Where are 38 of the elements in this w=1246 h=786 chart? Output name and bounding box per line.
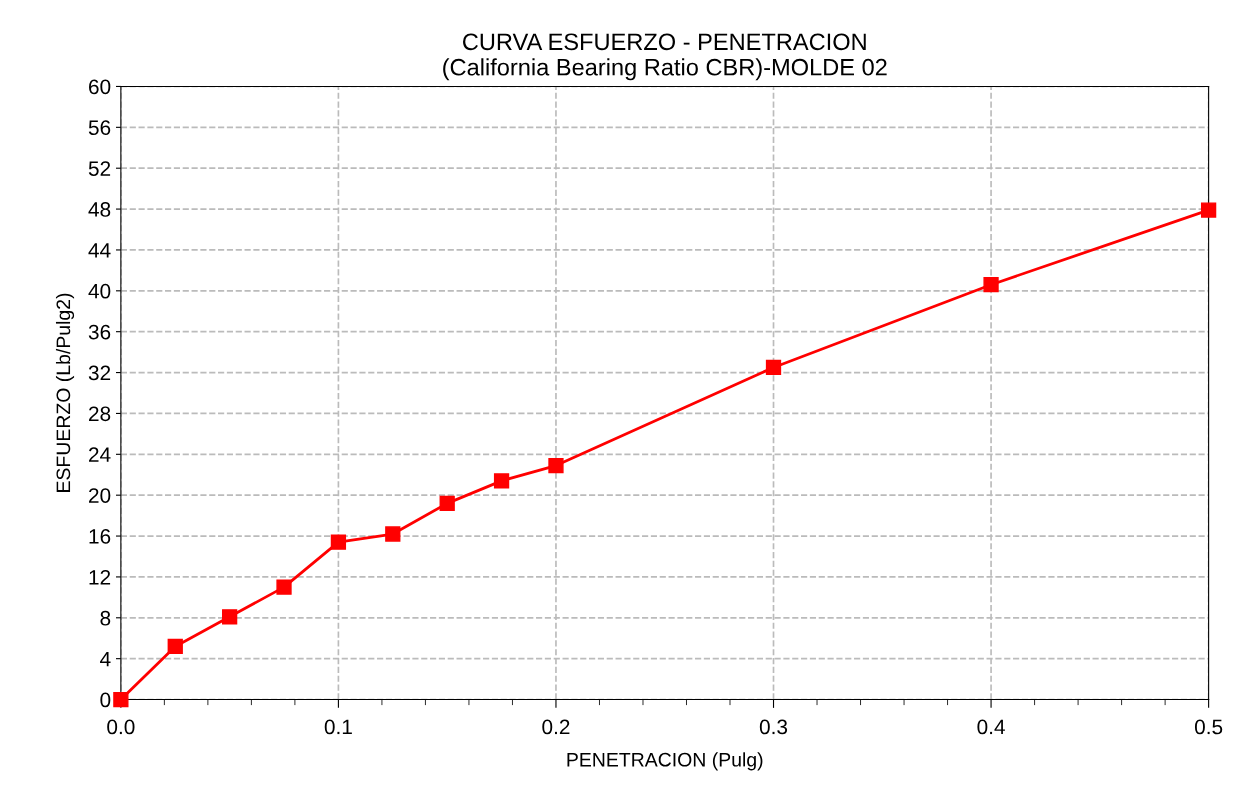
x-axis-title: PENETRACION (Pulg): [567, 752, 763, 771]
point: [167, 638, 183, 655]
point: [113, 691, 129, 708]
point: [548, 457, 564, 474]
point: [276, 579, 292, 595]
y-tick-label: 20: [89, 488, 111, 503]
point: [983, 277, 999, 293]
x-tick-label: 0.1: [324, 719, 352, 735]
chart-title: CURVA ESFUERZO - PENETRACION: [463, 33, 866, 51]
y-tick-label: 44: [88, 243, 111, 258]
y-tick-label: 0: [100, 692, 111, 708]
point: [385, 526, 401, 542]
y-tick-label: 16: [89, 529, 111, 544]
point: [221, 609, 238, 625]
point: [330, 534, 347, 550]
y-tick-label: 56: [88, 120, 111, 136]
y-tick-label: 48: [88, 202, 111, 217]
point: [1200, 202, 1217, 218]
y-tick-label: 28: [89, 406, 111, 422]
x-tick-label: 0.5: [1194, 719, 1223, 735]
y-tick-label: 60: [89, 79, 111, 95]
y-tick-label: 36: [88, 324, 111, 340]
y-tick-label: 8: [100, 610, 111, 626]
y-tick-label: 52: [88, 161, 111, 176]
y-tick-label: 32: [88, 365, 111, 381]
x-tick-label: 0.2: [542, 719, 570, 735]
point: [439, 495, 455, 511]
point: [493, 473, 510, 489]
y-tick-label: 12: [89, 569, 111, 585]
x-tick-label: 0.0: [107, 719, 135, 735]
x-tick-label: 0.3: [759, 719, 788, 735]
y-tick-label: 4: [100, 651, 111, 667]
chart-subtitle: (California Bearing Ratio CBR)-MOLDE 02: [443, 58, 887, 81]
y-axis-title: ESFUERZO (Lb/Pulg2): [55, 293, 75, 492]
x-tick-label: 0.4: [977, 719, 1005, 735]
y-tick-label: 24: [89, 447, 111, 462]
point: [765, 359, 782, 376]
y-tick-label: 40: [88, 283, 111, 299]
